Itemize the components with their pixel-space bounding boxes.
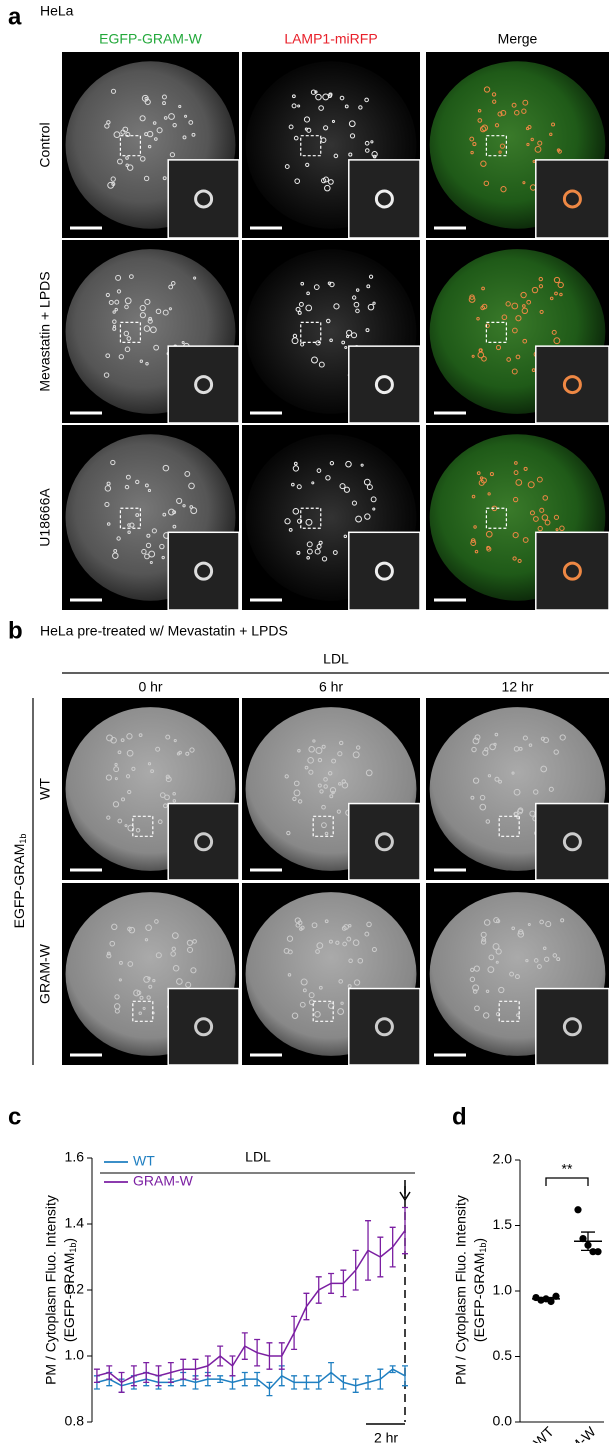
label: 0 hr xyxy=(138,679,162,695)
label: 2 hr xyxy=(374,1430,398,1443)
label: Control xyxy=(37,122,53,167)
label: 1.6 xyxy=(65,1149,85,1165)
label: 2.0 xyxy=(493,1151,513,1167)
label: PM / Cytoplasm Fluo. Intensity xyxy=(453,1195,469,1385)
inset xyxy=(536,532,609,610)
label: 1.0 xyxy=(493,1282,513,1298)
error-bar xyxy=(229,1356,235,1376)
label: LDL xyxy=(245,1149,271,1165)
inset xyxy=(349,532,420,610)
label: WT xyxy=(37,778,53,800)
label: PM / Cytoplasm Fluo. Intensity xyxy=(43,1195,59,1385)
label: EGFP-GRAM-W xyxy=(99,31,202,47)
construct-text: EGFP-GRAM xyxy=(11,844,27,929)
inset xyxy=(168,346,239,423)
significance-bracket xyxy=(546,1178,588,1186)
label: 1.0 xyxy=(65,1347,85,1363)
inset xyxy=(536,804,609,880)
label: LAMP1-miRFP xyxy=(284,31,377,47)
data-point xyxy=(594,1248,601,1255)
label-text: ) xyxy=(61,1238,77,1243)
label: 0.5 xyxy=(493,1347,513,1363)
error-bar xyxy=(316,1277,322,1303)
label: U18666A xyxy=(37,488,53,547)
label: HeLa xyxy=(40,3,74,19)
label: WT xyxy=(133,1153,155,1169)
label: WT xyxy=(530,1423,557,1443)
label: GRAM-W xyxy=(37,943,53,1004)
figure: a b c d HeLa EGFP-GRAM-W LAMP1-miRFP Merge Contr… xyxy=(0,0,609,1443)
inset xyxy=(349,989,420,1065)
inset xyxy=(168,532,239,610)
error-bar xyxy=(119,1373,125,1393)
inset xyxy=(536,346,609,423)
label: 1.2 xyxy=(65,1281,85,1297)
label: HeLa pre-treated w/ Mevastatin + LPDS xyxy=(40,623,288,639)
label: 1.4 xyxy=(65,1215,85,1231)
label: b xyxy=(8,617,23,644)
error-bar xyxy=(291,1316,297,1349)
label: a xyxy=(8,3,22,30)
error-bar xyxy=(402,1366,408,1386)
error-bar xyxy=(402,1208,408,1254)
error-bar xyxy=(266,1382,272,1395)
construct-label: EGFP-GRAM1b xyxy=(11,834,29,929)
label-text: (EGFP-GRAM xyxy=(61,1253,77,1342)
label: 6 hr xyxy=(319,679,343,695)
label: c xyxy=(8,1103,21,1130)
label: 0.8 xyxy=(65,1413,85,1429)
page: a b c d HeLa EGFP-GRAM-W LAMP1-miRFP Merge Contr… xyxy=(0,0,609,1443)
label-sub: 1b xyxy=(68,1243,78,1253)
inset xyxy=(349,804,420,880)
error-bar xyxy=(303,1293,309,1319)
label: LDL xyxy=(323,651,349,667)
label-text: ) xyxy=(471,1238,487,1243)
label: GRAM-W xyxy=(133,1173,194,1189)
label: Mevastatin + LPDS xyxy=(37,271,53,391)
error-bar xyxy=(365,1221,371,1280)
inset xyxy=(168,804,239,880)
label-text: (EGFP-GRAM xyxy=(471,1253,487,1342)
label: d xyxy=(452,1103,467,1130)
label: 1.5 xyxy=(493,1216,513,1232)
arrow xyxy=(400,1180,410,1200)
construct-sub: 1b xyxy=(18,834,28,844)
y-axis-label: (EGFP-GRAM1b) xyxy=(471,1238,489,1342)
error-bar xyxy=(353,1250,359,1290)
inset xyxy=(168,989,239,1065)
series-line xyxy=(97,1369,405,1389)
error-bar xyxy=(328,1363,334,1383)
inset xyxy=(349,160,420,238)
data-point xyxy=(574,1206,581,1213)
label: 12 hr xyxy=(502,679,534,695)
label-sub: 1b xyxy=(478,1243,488,1253)
inset xyxy=(349,346,420,423)
series-line xyxy=(97,1231,405,1383)
inset xyxy=(536,989,609,1065)
error-bar xyxy=(217,1346,223,1366)
error-bar xyxy=(377,1237,383,1277)
error-bar xyxy=(242,1333,248,1359)
label: Merge xyxy=(498,31,538,47)
label: 0.0 xyxy=(493,1413,513,1429)
inset xyxy=(536,160,609,238)
label: ** xyxy=(562,1161,573,1177)
error-bar xyxy=(390,1227,396,1267)
inset xyxy=(168,160,239,238)
